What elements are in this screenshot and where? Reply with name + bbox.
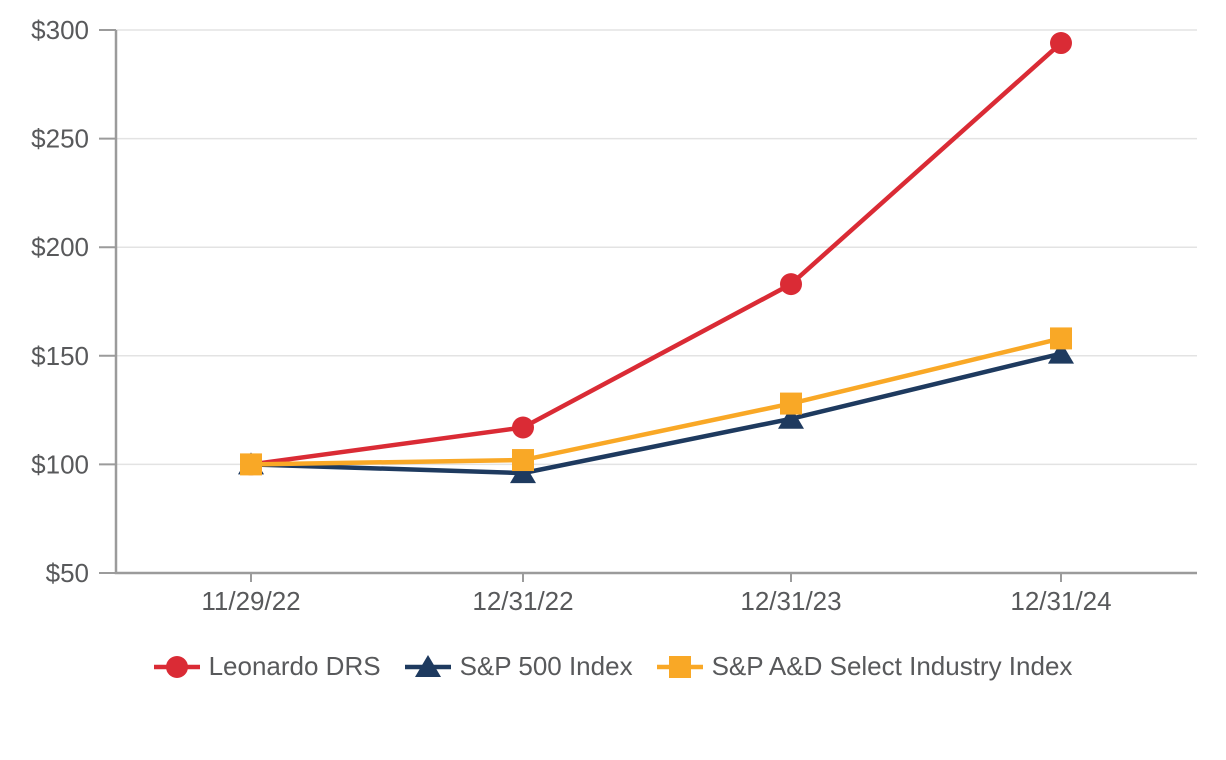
svg-text:$50: $50 [46,558,89,588]
svg-text:$150: $150 [31,341,89,371]
svg-text:12/31/22: 12/31/22 [472,586,573,616]
svg-text:12/31/23: 12/31/23 [740,586,841,616]
legend-label: Leonardo DRS [208,651,381,681]
legend-item-sp500-index: S&P 500 Index [404,651,633,682]
triangle-marker-icon [404,654,451,677]
square-marker-icon [656,655,703,678]
total-return-line-chart: $50 $100 $150 $200 $250 $300 11/29/22 12/31/22 1… [31,15,1197,616]
svg-text:11/29/22: 11/29/22 [201,586,300,616]
legend-item-sp-ad-select-industry-index: S&P A&D Select Industry Index [656,651,1073,682]
chart-legend: Leonardo DRS S&P 500 Index S&P A&D Selec… [0,651,1226,682]
chart-area: $50 $100 $150 $200 $250 $300 11/29/22 12/31/22 1… [31,15,1197,616]
svg-text:$250: $250 [31,124,89,154]
svg-text:12/31/24: 12/31/24 [1010,586,1111,616]
svg-text:$300: $300 [31,15,89,45]
legend-label: S&P A&D Select Industry Index [711,651,1073,681]
legend-item-leonardo-drs: Leonardo DRS [153,651,381,682]
legend-label: S&P 500 Index [459,651,633,681]
svg-text:$100: $100 [31,449,89,479]
circle-marker-icon [153,655,200,678]
svg-text:$200: $200 [31,232,89,262]
